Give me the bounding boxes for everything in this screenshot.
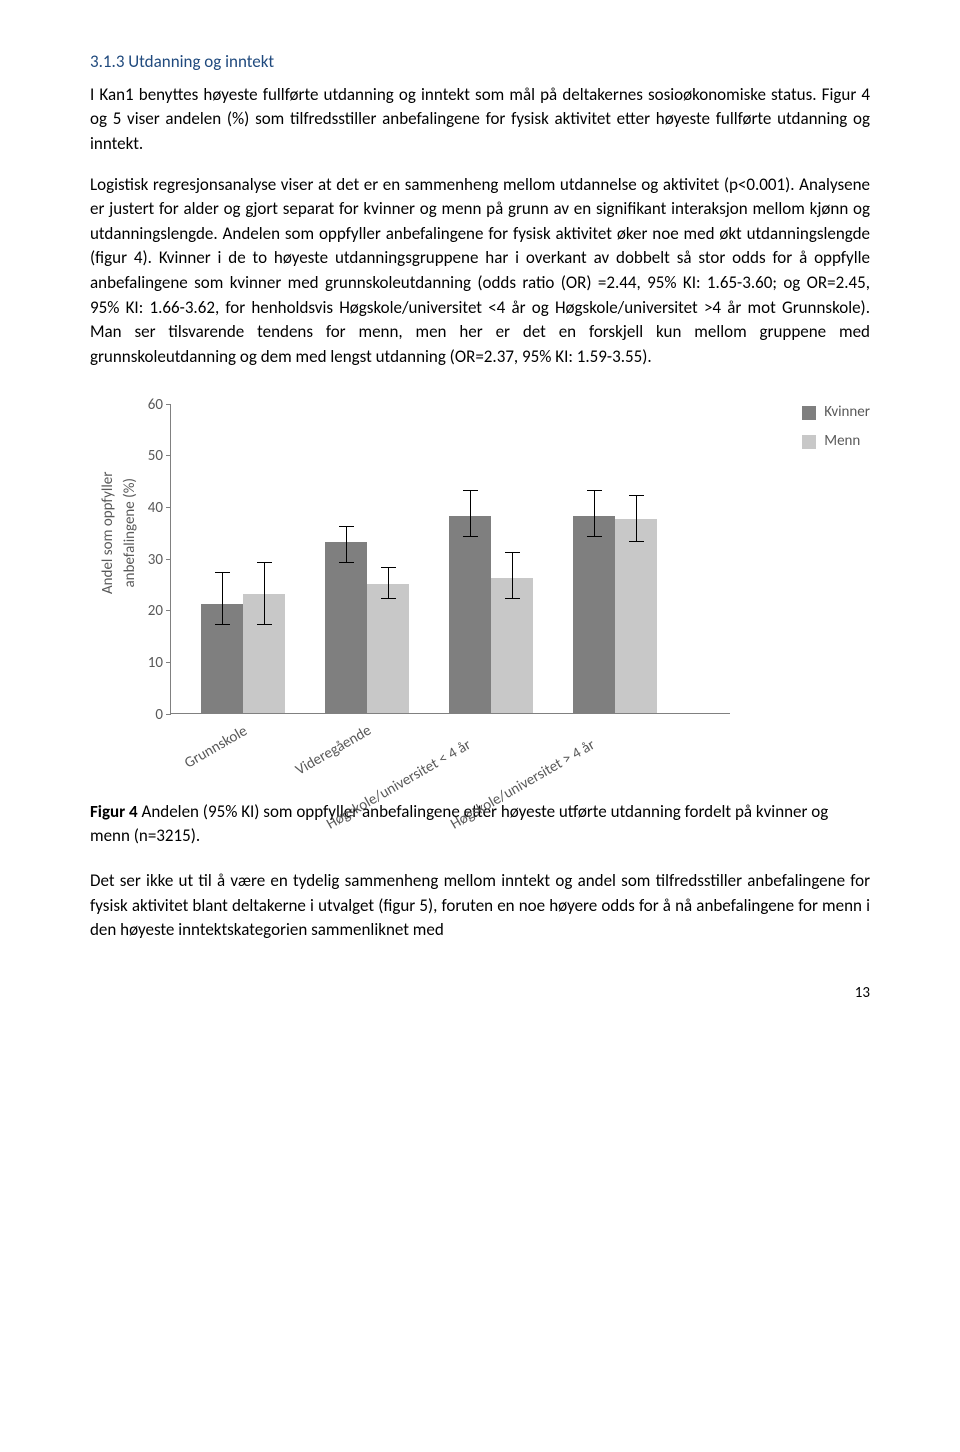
ytick-label: 10 (131, 653, 163, 675)
legend-label-menn: Menn (824, 431, 860, 453)
legend: Kvinner Menn (802, 402, 870, 462)
error-cap (381, 567, 396, 568)
ytick-mark (166, 507, 171, 508)
ytick-mark (166, 455, 171, 456)
error-cap (629, 495, 644, 496)
error-cap (339, 526, 354, 527)
bar (367, 584, 409, 713)
paragraph-income: Det ser ikke ut til å være en tydelig sa… (90, 869, 870, 943)
error-cap (339, 562, 354, 563)
error-bar (512, 553, 513, 600)
figure-4: Andel som oppfyller anbefalingene (%) 01… (90, 394, 870, 774)
error-cap (215, 624, 230, 625)
ytick-mark (166, 662, 171, 663)
error-cap (381, 598, 396, 599)
error-cap (257, 624, 272, 625)
error-cap (505, 598, 520, 599)
bar-chart: Andel som oppfyller anbefalingene (%) 01… (90, 394, 870, 774)
paragraph-intro: I Kan1 benyttes høyeste fullførte utdann… (90, 83, 870, 157)
error-bar (636, 496, 637, 543)
section-heading: 3.1.3 Utdanning og inntekt (90, 50, 870, 75)
page-number: 13 (90, 983, 870, 1005)
error-cap (463, 536, 478, 537)
error-bar (470, 491, 471, 538)
error-cap (629, 541, 644, 542)
error-cap (587, 536, 602, 537)
ytick-label: 60 (131, 395, 163, 417)
ylabel-line1: Andel som oppfyller (99, 471, 117, 593)
bar (325, 542, 367, 713)
ytick-mark (166, 559, 171, 560)
ytick-mark (166, 714, 171, 715)
ytick-label: 30 (131, 550, 163, 572)
error-cap (257, 562, 272, 563)
ytick-mark (166, 610, 171, 611)
error-bar (222, 573, 223, 625)
legend-label-kvinner: Kvinner (824, 402, 870, 424)
ytick-label: 20 (131, 601, 163, 623)
bar (573, 516, 615, 712)
figure-number: Figur 4 (90, 801, 138, 822)
legend-swatch-menn (802, 435, 816, 449)
error-bar (264, 563, 265, 625)
ytick-mark (166, 404, 171, 405)
plot-area: 0102030405060GrunnskoleVideregåendeHøgsk… (170, 404, 730, 714)
error-cap (505, 552, 520, 553)
legend-swatch-kvinner (802, 406, 816, 420)
error-bar (388, 568, 389, 599)
xtick-label: Grunnskole (181, 721, 252, 775)
ytick-label: 0 (131, 705, 163, 727)
legend-item-kvinner: Kvinner (802, 402, 870, 424)
legend-item-menn: Menn (802, 431, 870, 453)
ytick-label: 50 (131, 446, 163, 468)
error-cap (587, 490, 602, 491)
bar (449, 516, 491, 712)
xtick-label: Videregående (292, 721, 376, 782)
error-bar (346, 527, 347, 563)
error-cap (463, 490, 478, 491)
bar (615, 519, 657, 713)
error-cap (215, 572, 230, 573)
error-bar (594, 491, 595, 538)
ytick-label: 40 (131, 498, 163, 520)
paragraph-analysis: Logistisk regresjonsanalyse viser at det… (90, 173, 870, 370)
y-axis-label: Andel som oppfyller anbefalingene (%) (98, 471, 142, 593)
